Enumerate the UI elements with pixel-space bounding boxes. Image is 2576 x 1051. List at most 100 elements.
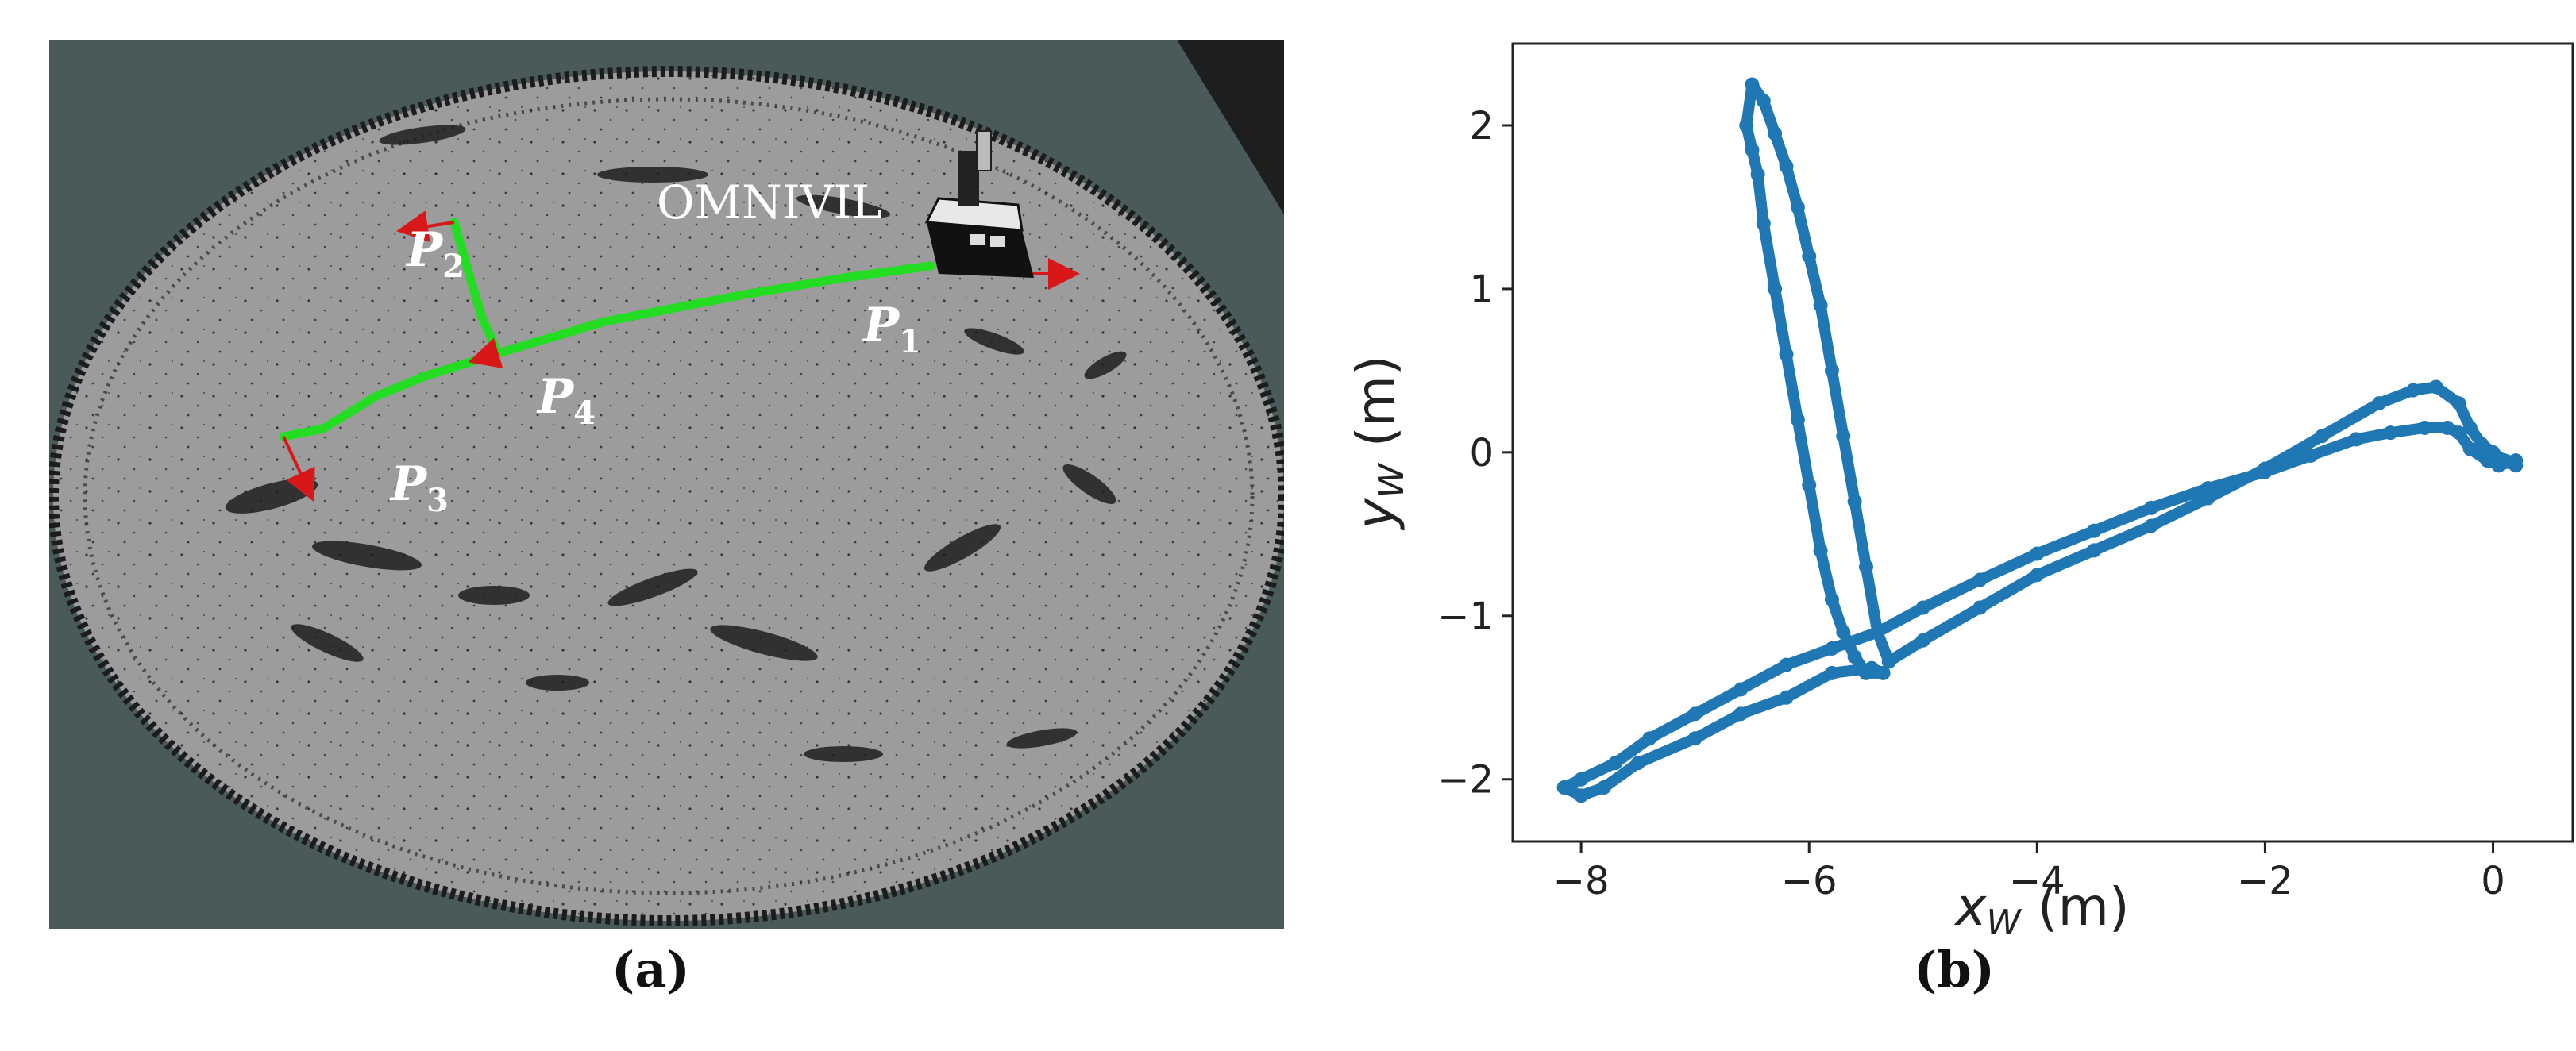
pose-arrow-p2 [396, 210, 455, 242]
trajectory-point [2406, 383, 2421, 398]
trajectory-point [2030, 568, 2045, 583]
trajectory-point [1739, 117, 1754, 133]
trajectory-point [1779, 159, 1794, 174]
trajectory-point [1790, 412, 1805, 427]
trajectory-point [1779, 657, 1794, 672]
y-tick-label: −2 [1437, 758, 1494, 803]
trajectory-point [2315, 429, 2330, 444]
caption-b: (b) [1914, 941, 1996, 999]
trajectory-point [2087, 543, 2102, 558]
trajectory-point [1847, 649, 1862, 664]
trajectory-point [1750, 167, 1765, 182]
trajectory-point [1608, 756, 1623, 771]
trajectory-point [1779, 347, 1794, 362]
trajectory-plot: −8 −6 −4 −2 0 −2 −1 0 1 2 xW (m) yW (m) [1345, 42, 2574, 943]
trajectory-point [1824, 665, 1839, 680]
trajectory-point [2417, 420, 2432, 435]
trajectory-point [2451, 425, 2466, 441]
robot-icon [924, 130, 1034, 278]
trajectory-point [2200, 491, 2215, 506]
point-label-p4: P4 [536, 369, 596, 432]
trajectory-point [1687, 706, 1703, 722]
trajectory-series-line [1558, 79, 2522, 802]
x-tick-label: 0 [2481, 859, 2505, 903]
trajectory-point [1733, 706, 1749, 722]
trajectory-point [1859, 560, 1873, 575]
trajectory-point [2509, 453, 2524, 468]
trajectory-point [1824, 641, 1839, 656]
occupancy-map-view: OMNIVIL P1 P2 P3 P4 [49, 40, 1284, 929]
trajectory-point [1972, 572, 1988, 587]
trajectory-point [1813, 298, 1828, 313]
robot-label: OMNIVIL [657, 175, 882, 229]
trajectory-point [1876, 665, 1891, 680]
trajectory-point [2258, 464, 2273, 479]
y-axis-label: yW (m) [1345, 355, 1412, 530]
x-tick-label: −4 [2009, 859, 2065, 903]
trajectory-point [1630, 756, 1645, 771]
trajectory-point [2303, 448, 2318, 463]
trajectory-point [1756, 94, 1771, 109]
trajectory-point [2440, 420, 2455, 435]
trajectory-point [1847, 494, 1862, 509]
trajectory-point [1881, 654, 1896, 669]
point-label-p3: P3 [389, 456, 449, 519]
trajectory-point [1972, 600, 1988, 615]
pose-arrow-p4 [468, 337, 503, 368]
trajectory-point [2349, 432, 2364, 447]
trajectory-point [1768, 281, 1783, 296]
trajectory-point [1802, 248, 1817, 264]
trajectory-point [1768, 126, 1783, 141]
trajectory-point [2200, 481, 2215, 496]
trajectory-point [1556, 780, 1571, 795]
trajectory-point [1596, 780, 1611, 795]
point-label-p1: P1 [862, 298, 921, 360]
y-tick-label: 2 [1469, 104, 1494, 148]
trajectory-point [2383, 425, 2398, 441]
trajectory-point [2480, 453, 2495, 468]
trajectory-point [1574, 772, 1589, 787]
trajectory-point [2087, 523, 2102, 538]
trajectory-point [1745, 77, 1760, 92]
y-tick-label: 1 [1469, 268, 1494, 312]
trajectory-point [2428, 379, 2443, 395]
trajectory-point [1915, 600, 1930, 615]
trajectory-point [1836, 625, 1851, 640]
trajectory-point [1813, 543, 1828, 558]
trajectory-point [1790, 199, 1805, 214]
trajectory-point [1733, 682, 1749, 697]
trajectory-point [2143, 500, 2158, 515]
trajectory-point [2451, 396, 2466, 411]
map-panel: OMNIVIL P1 P2 P3 P4 [49, 40, 1284, 929]
trajectory-point [1824, 363, 1839, 378]
trajectory-point [1574, 788, 1589, 803]
occupancy-map [53, 71, 1284, 921]
trajectory-point [1779, 690, 1794, 705]
x-axis-label: xW (m) [1953, 876, 2129, 937]
trajectory-point [1836, 429, 1851, 444]
trajectory-point [1824, 592, 1839, 607]
pose-arrow-p3 [282, 436, 315, 502]
trajectory-plot-panel: −8 −6 −4 −2 0 −2 −1 0 1 2 xW (m) yW (m) [1318, 16, 2576, 943]
trajectory-point [1865, 660, 1880, 676]
x-tick-label: −8 [1553, 859, 1610, 903]
trajectory-point [1802, 478, 1817, 493]
trajectory-point [2462, 441, 2478, 456]
trajectory-point [2491, 458, 2506, 473]
trajectory-point [1915, 633, 1930, 648]
x-tick-label: −2 [2237, 859, 2293, 903]
trajectory-point [1642, 731, 1657, 746]
trajectory-point [2474, 437, 2489, 452]
x-tick-label: −6 [1781, 859, 1838, 903]
trajectory-point [1756, 216, 1771, 231]
trajectory-point [1745, 142, 1760, 157]
point-label-p2: P2 [405, 222, 465, 285]
y-tick-label: −1 [1437, 595, 1494, 639]
plot-area [1511, 42, 2574, 843]
trajectory-point [1870, 625, 1885, 640]
trajectory-point [2462, 420, 2478, 435]
trajectory-point [1687, 731, 1703, 746]
caption-a: (a) [611, 941, 690, 999]
trajectory-point [2371, 396, 2386, 411]
y-tick-label: 0 [1469, 431, 1494, 475]
